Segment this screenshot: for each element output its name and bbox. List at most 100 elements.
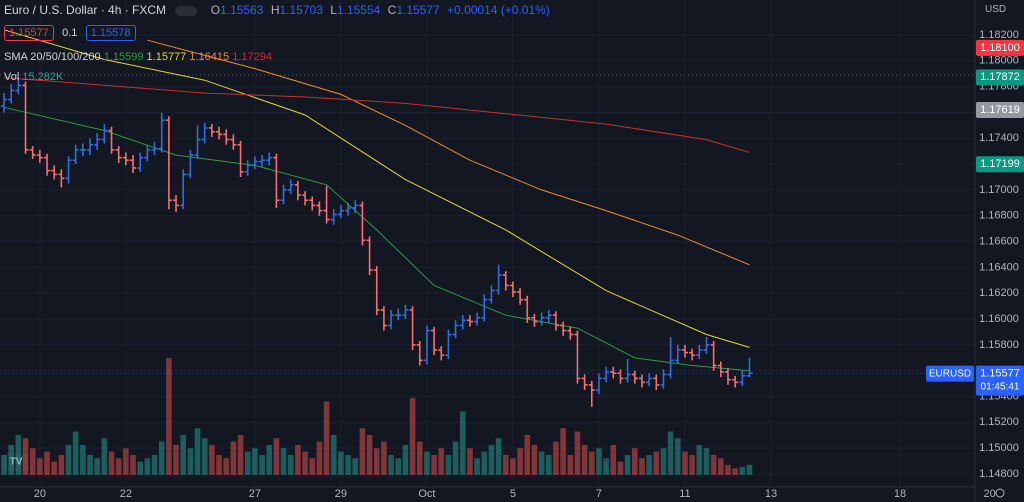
price-label-box: [976, 39, 1024, 56]
ohlc-bar: [481, 294, 488, 322]
volume-bar: [603, 458, 609, 475]
volume-bar: [1, 454, 7, 475]
header-row: Euro / U.S. Dollar · 4h · FXCM O1.15563 …: [4, 3, 550, 17]
ohlc-bar: [466, 315, 473, 327]
sell-button[interactable]: 1.15577: [4, 25, 54, 41]
volume-bar: [72, 431, 79, 475]
volume-bar: [237, 434, 244, 475]
volume-bar: [330, 434, 337, 475]
ohlc-bar: [337, 205, 344, 219]
volume-bar: [230, 441, 237, 475]
ohlc-bar: [509, 281, 516, 298]
volume-bar: [366, 434, 373, 475]
ohlc-bar: [122, 152, 129, 166]
volume-bar: [395, 458, 402, 475]
ohlc-bar: [373, 266, 380, 316]
volume-bar: [223, 458, 230, 475]
ohlc-bar: [560, 321, 567, 336]
volume-bar: [445, 454, 452, 475]
ohlc-bar: [22, 81, 29, 154]
sma-value: 1.15599: [103, 51, 144, 63]
ohlc-bar: [187, 149, 194, 179]
ohlc-bar: [359, 201, 366, 246]
countdown: 01:45:41: [981, 381, 1020, 392]
volume-bar: [15, 434, 22, 475]
ohlc-bar: [323, 186, 330, 224]
ohlc-bar: [402, 304, 409, 320]
ohlc-bar: [689, 348, 696, 361]
status-dots: [175, 5, 198, 16]
volume-bar: [259, 454, 265, 475]
ohlc-bar: [710, 340, 717, 371]
volume-bar: [359, 428, 366, 475]
last-price-box: [976, 365, 1024, 396]
ohlc-bar: [431, 326, 438, 356]
ohlc-bar: [631, 370, 638, 384]
ohlc-key: O: [210, 3, 221, 17]
volume-bar: [123, 448, 129, 475]
settings-icon[interactable]: [995, 488, 1005, 498]
ohlc-bar: [366, 236, 373, 276]
ohlc-bar: [739, 370, 746, 387]
volume-bar: [352, 458, 359, 475]
ohlc-bar: [459, 315, 466, 330]
volume-bar: [302, 451, 308, 475]
ohlc-bar: [223, 129, 230, 145]
volume-bar: [639, 458, 645, 475]
volume-bar: [388, 454, 394, 475]
volume-bar: [682, 451, 688, 475]
ohlc-bar: [703, 337, 710, 354]
volume-bar: [517, 448, 523, 475]
ohlc-bar: [72, 144, 79, 165]
volume-bar: [596, 448, 602, 475]
ohlc-bar: [158, 112, 165, 153]
volume-bar: [216, 454, 222, 475]
ohlc-bar: [674, 344, 681, 365]
volume-bar: [8, 444, 14, 475]
ohlc-bar: [94, 133, 101, 150]
volume-bar: [631, 448, 638, 475]
volume-bar: [502, 454, 509, 475]
volume-bar: [209, 444, 215, 475]
trade-row: 1.15577 0.1 1.15578: [4, 25, 141, 41]
volume-bar: [438, 448, 445, 475]
ohlc-bar: [165, 116, 172, 210]
ohlc-value: 1.15563: [220, 3, 264, 17]
volume-bar: [710, 454, 717, 475]
x-tick-label: 18: [894, 488, 906, 500]
ohlc-bar: [330, 209, 337, 225]
volume-bar: [452, 441, 459, 475]
ohlc-bar: [44, 153, 51, 176]
y-tick-label: 1.18200: [979, 29, 1019, 41]
sma-line: [3, 29, 750, 348]
ohlc-bar: [524, 295, 531, 323]
buy-button[interactable]: 1.15578: [85, 25, 136, 41]
ohlc-bar: [237, 140, 244, 178]
ohlc-bar: [259, 155, 266, 167]
ohlc-bar: [732, 375, 739, 388]
x-tick-label: 5: [510, 488, 516, 500]
ohlc-bar: [101, 124, 108, 144]
ohlc-bar: [208, 124, 215, 137]
ohlc-bar: [266, 152, 273, 166]
ohlc-key: H: [270, 3, 280, 17]
volume-bar: [273, 438, 280, 475]
volume-bar: [144, 458, 151, 475]
volume-bar: [617, 461, 624, 475]
volume-bar: [94, 458, 100, 475]
ohlc-bar: [531, 313, 538, 327]
currency-menu[interactable]: USD: [985, 4, 1007, 15]
volume-bar: [22, 438, 29, 475]
spread: 0.1: [62, 27, 78, 39]
volume-bar: [624, 454, 631, 475]
ohlc-bar: [36, 149, 43, 163]
ohlc-value: 1.15554: [336, 3, 381, 17]
change: +0.00014 (+0.01%): [447, 3, 550, 17]
volume-bar: [87, 454, 93, 475]
ohlc-bar: [345, 202, 352, 216]
x-tick-label: 13: [765, 488, 777, 500]
ohlc-bar: [638, 374, 645, 388]
x-tick-label: 29: [335, 488, 347, 500]
volume-bar: [531, 444, 538, 475]
